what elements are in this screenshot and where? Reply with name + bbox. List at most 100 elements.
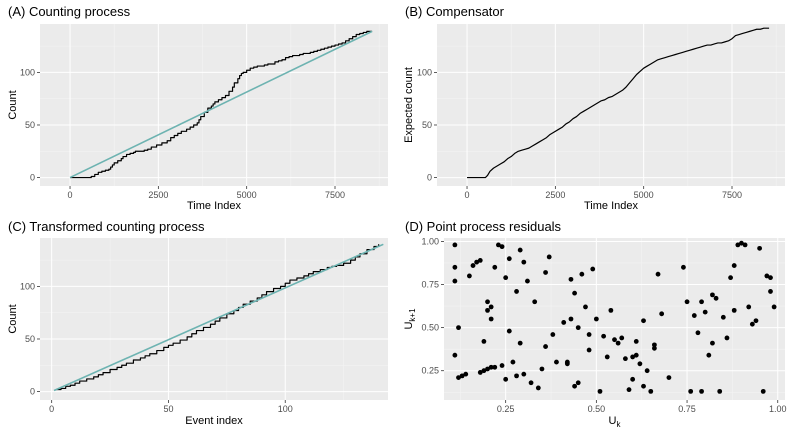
data-point [622, 356, 628, 362]
data-point [691, 313, 697, 318]
x-tick-label: 2500 [545, 190, 565, 200]
x-tick-label: 100 [278, 404, 293, 414]
x-tick-label: 0 [49, 404, 54, 414]
data-point [739, 240, 744, 246]
data-point [633, 352, 639, 358]
data-point [575, 325, 581, 331]
plot-background [444, 238, 785, 400]
data-point [521, 259, 527, 265]
data-point [525, 278, 530, 284]
data-point [768, 289, 773, 294]
data-point [757, 245, 763, 251]
x-tick-label: 1.00 [769, 404, 787, 414]
data-point [768, 275, 773, 281]
y-tick-label: 50 [422, 120, 432, 130]
data-point [601, 333, 607, 339]
data-point [510, 359, 516, 365]
data-point [506, 256, 512, 262]
data-point [608, 307, 614, 313]
data-point [496, 242, 501, 248]
data-point [521, 371, 527, 377]
data-series-line [70, 30, 373, 179]
data-point [735, 242, 741, 248]
data-point [644, 368, 650, 374]
data-point [688, 388, 694, 394]
x-tick-label: 0.50 [588, 404, 606, 414]
data-point [586, 347, 592, 353]
x-tick-label: 5000 [634, 190, 654, 200]
x-tick-label: 50 [163, 404, 173, 414]
data-point [561, 320, 567, 325]
y-tick-label: 100 [20, 67, 35, 77]
data-point [514, 373, 519, 379]
data-point [764, 273, 770, 279]
x-axis-title: Time Index [584, 200, 639, 212]
data-point [528, 380, 534, 386]
data-point [488, 316, 494, 322]
data-point [630, 354, 636, 360]
data-point [506, 328, 512, 334]
data-point [583, 304, 588, 310]
y-tick-label: 0 [427, 173, 432, 183]
panel-transformed-counting-process: (C) Transformed counting process 0 50 100 0 5… [7, 219, 388, 427]
y-axis-title-text: Count [7, 304, 19, 333]
y-tick-label: 100 [20, 281, 35, 291]
panel-compensator: (B) Compensator 0 2500 5000 7500 0 50 100 Time I… [403, 4, 785, 212]
data-point [702, 309, 708, 315]
data-point [597, 388, 603, 394]
data-point [659, 311, 665, 317]
x-tick-label: 7500 [722, 190, 742, 200]
data-point [492, 364, 498, 370]
data-point [543, 270, 548, 275]
data-point [485, 366, 490, 372]
data-point [655, 271, 661, 277]
data-point [485, 299, 490, 305]
data-point [474, 259, 480, 265]
x-axis-title-text: U [609, 415, 617, 427]
data-point [572, 383, 577, 389]
data-point [586, 332, 592, 337]
y-axis-title: Uk+1 [403, 308, 417, 330]
y-axis-title-text: U [403, 322, 415, 330]
data-point [477, 370, 483, 375]
data-point [568, 316, 574, 322]
data-point [492, 264, 498, 270]
data-point [463, 371, 469, 377]
panel-point-process-residuals: (D) Point process residuals 0.25 0.50 0.75 1… [403, 219, 787, 429]
data-point [684, 299, 690, 305]
data-point [535, 385, 541, 391]
data-point [637, 361, 643, 367]
reference-line [69, 30, 373, 179]
data-point [456, 325, 461, 331]
data-point [470, 263, 476, 268]
data-point [699, 299, 704, 305]
data-point [731, 307, 737, 313]
panel-title: (B) Compensator [405, 4, 505, 19]
data-point [681, 264, 686, 270]
data-point [648, 388, 654, 394]
data-point [452, 242, 458, 248]
y-tick-label: 50 [25, 120, 35, 130]
y-tick-label: 1.00 [421, 236, 439, 246]
data-point [517, 340, 523, 346]
data-point [706, 352, 712, 358]
x-tick-label: 2500 [148, 190, 168, 200]
x-tick-label: 0 [68, 190, 73, 200]
y-tick-label: 0.25 [421, 366, 439, 376]
x-tick-label: 7500 [325, 190, 345, 200]
x-tick-label: 0 [465, 190, 470, 200]
y-axis-title-text: Expected count [403, 67, 415, 143]
data-point [612, 337, 617, 343]
data-point [485, 307, 490, 313]
y-axis-title: Expected count [403, 67, 415, 143]
data-point [554, 359, 559, 365]
data-point [481, 339, 487, 344]
data-point [532, 299, 538, 305]
data-point [456, 375, 461, 380]
data-point [699, 388, 704, 394]
reference-line [53, 243, 384, 392]
plot-background [437, 24, 785, 186]
data-point [543, 344, 548, 349]
data-point [546, 254, 552, 260]
